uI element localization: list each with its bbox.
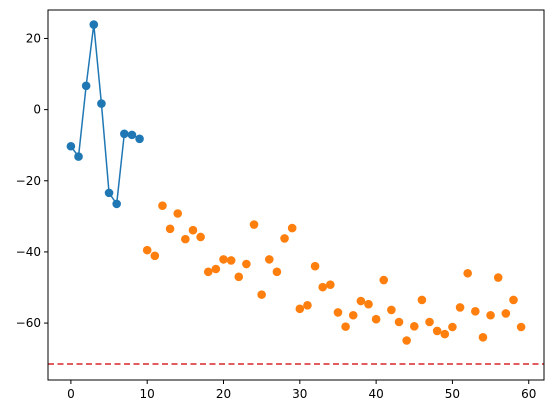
x-tick-label: 60 <box>521 387 536 401</box>
x-tick-label: 10 <box>140 387 155 401</box>
data-point <box>74 152 83 161</box>
data-point <box>234 272 244 282</box>
x-tick-label: 50 <box>445 387 460 401</box>
data-point <box>188 225 198 235</box>
data-point <box>516 322 526 332</box>
data-point <box>493 273 503 282</box>
data-point <box>219 255 228 264</box>
data-point <box>463 268 472 278</box>
data-point <box>509 295 518 305</box>
data-point <box>280 234 289 243</box>
data-point <box>455 303 465 312</box>
data-point <box>150 251 160 261</box>
x-tick-label: 30 <box>292 387 307 401</box>
data-point <box>486 310 495 320</box>
series-layer <box>66 20 526 345</box>
y-tick-label: 0 <box>33 103 41 117</box>
data-point <box>89 20 99 29</box>
data-point <box>348 310 358 320</box>
data-point <box>249 220 259 229</box>
data-point <box>287 223 297 233</box>
data-point <box>371 314 381 324</box>
axes: 0 10 20 30 40 50 60 20 0 −20 −40 −60 <box>16 9 545 401</box>
data-point <box>120 129 129 139</box>
data-point <box>142 245 152 255</box>
data-point <box>402 336 411 345</box>
data-point <box>112 199 121 209</box>
data-point <box>203 267 213 277</box>
data-point <box>417 295 427 305</box>
plot-background <box>48 10 544 380</box>
plot-area <box>48 10 544 380</box>
data-point <box>158 201 167 210</box>
data-point <box>432 326 442 336</box>
data-point <box>387 305 396 315</box>
axes-frame <box>47 9 545 381</box>
data-point <box>318 282 328 292</box>
data-point <box>173 209 183 218</box>
data-point <box>448 322 457 332</box>
data-point <box>127 130 137 140</box>
x-tick-label: 0 <box>67 387 75 401</box>
data-point <box>135 134 144 144</box>
y-tick-label: −60 <box>16 316 41 330</box>
data-point <box>257 290 266 299</box>
data-point <box>264 255 274 264</box>
y-tick-label: 20 <box>26 31 41 45</box>
data-point <box>303 300 312 310</box>
data-point <box>425 317 434 327</box>
x-tick-label: 20 <box>216 387 231 401</box>
data-point <box>181 234 190 244</box>
data-point <box>242 259 251 269</box>
data-point <box>165 224 175 234</box>
series-0 <box>66 20 144 209</box>
data-point <box>326 280 335 289</box>
data-point <box>81 81 91 91</box>
data-point <box>364 299 373 309</box>
data-point <box>356 296 366 306</box>
data-point <box>310 261 320 271</box>
data-point <box>440 329 450 339</box>
data-point <box>196 232 205 242</box>
data-point <box>379 275 389 285</box>
y-tick-label: −40 <box>16 245 41 259</box>
data-point <box>409 321 419 331</box>
data-point <box>478 333 488 342</box>
data-point <box>333 308 343 317</box>
data-point <box>97 99 106 108</box>
data-point <box>471 307 480 316</box>
series-1 <box>142 201 526 345</box>
y-tick-label: −20 <box>16 174 41 188</box>
data-point <box>272 267 282 277</box>
data-point <box>226 256 236 265</box>
data-point <box>394 317 404 327</box>
data-point <box>295 304 305 314</box>
data-point <box>341 322 350 331</box>
data-point <box>66 141 76 151</box>
data-point <box>501 309 511 318</box>
data-point <box>211 264 221 274</box>
data-point <box>104 188 114 198</box>
x-tick-label: 40 <box>368 387 383 401</box>
